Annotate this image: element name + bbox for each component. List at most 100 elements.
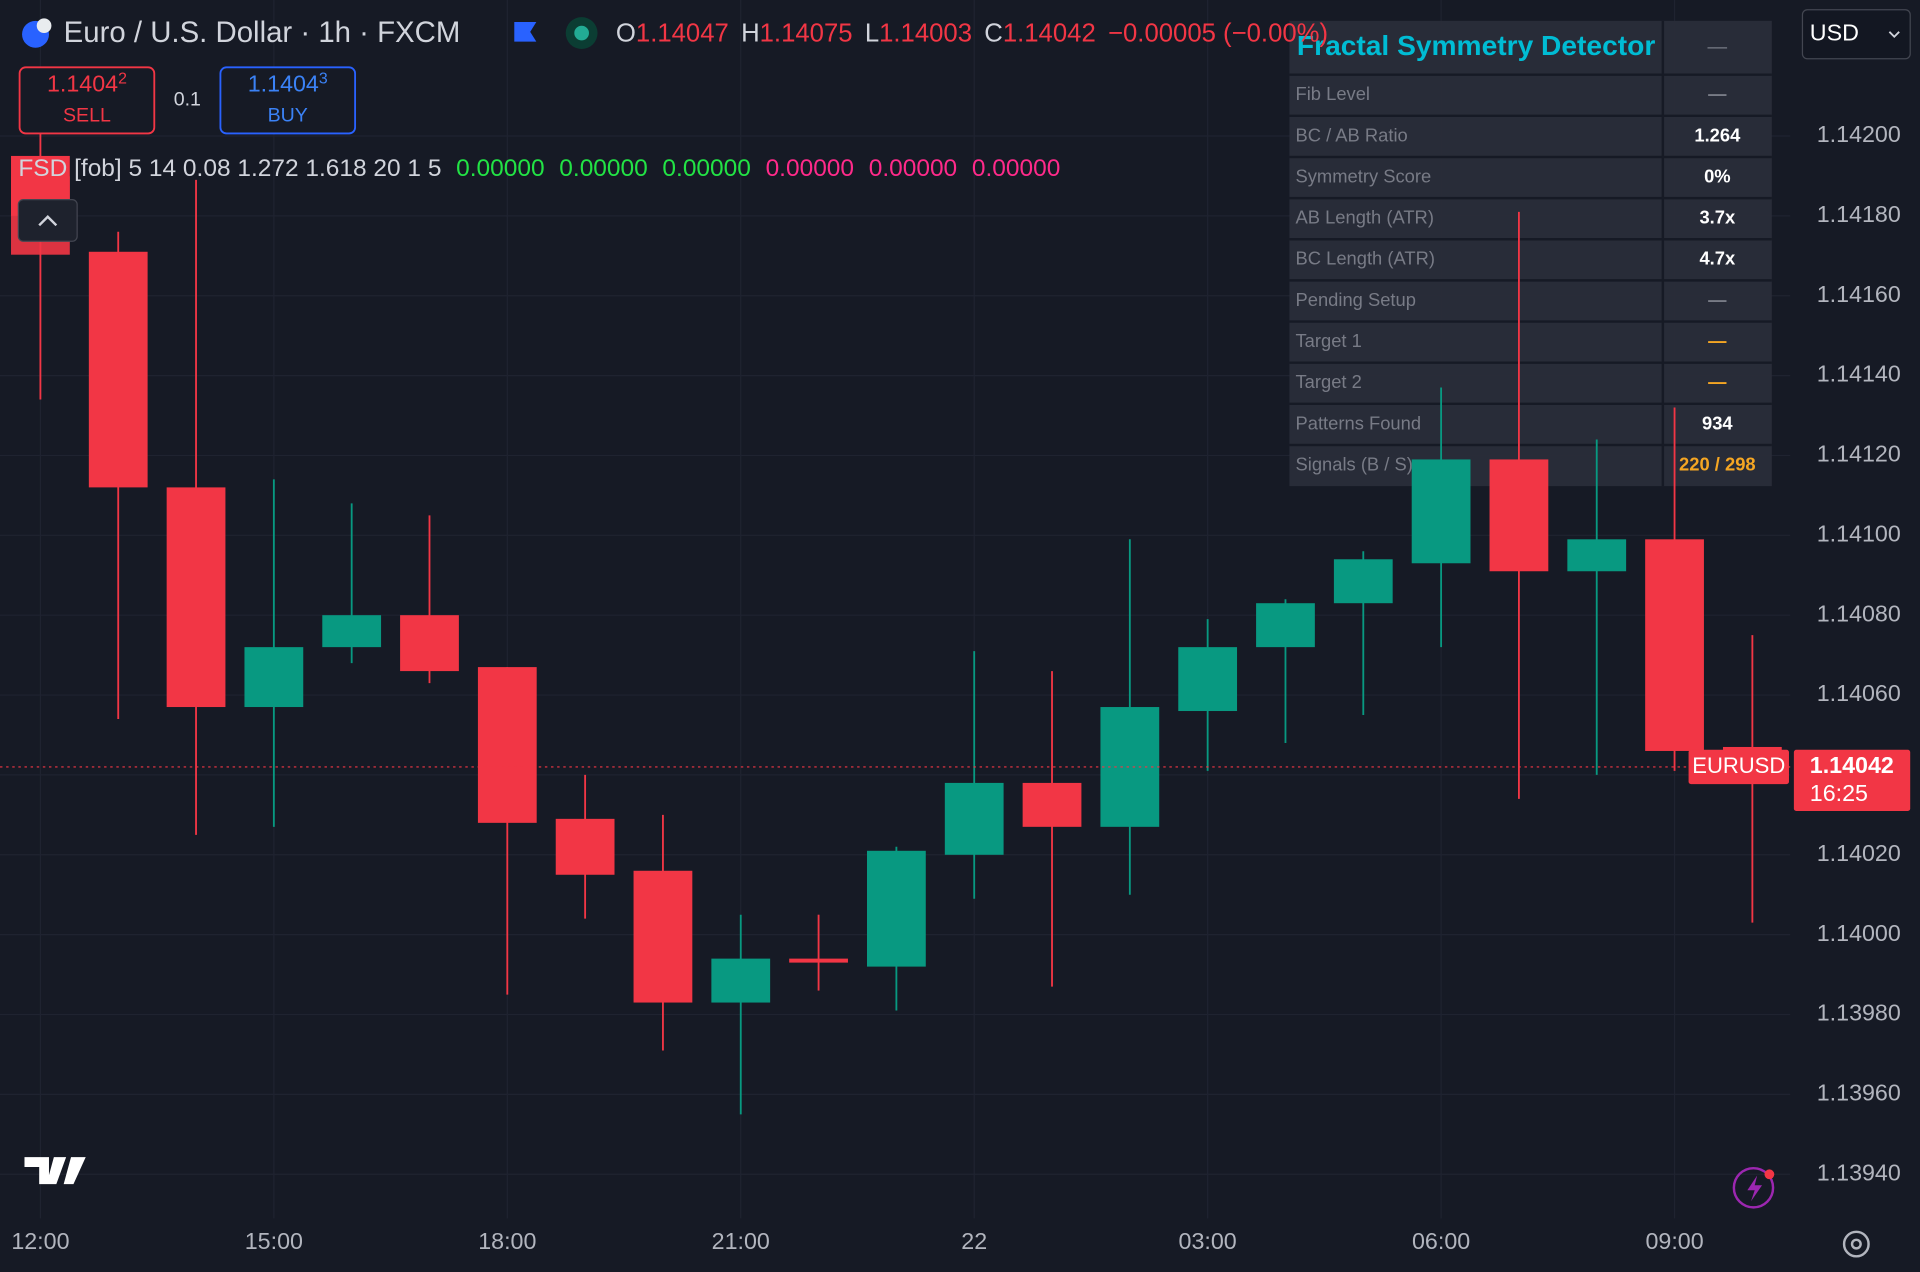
panel-row-value: 3.7x — [1699, 207, 1736, 228]
info-panel: Fractal Symmetry Detector — Fib Level — BC /… — [1289, 20, 1772, 487]
y-tick-label: 1.13960 — [1817, 1080, 1901, 1106]
panel-row-value: 1.264 — [1694, 124, 1741, 145]
indicator-value: 0.00000 — [662, 156, 750, 183]
y-tick-label: 1.14080 — [1817, 600, 1901, 626]
x-tick-label: 21:00 — [712, 1228, 770, 1254]
x-tick-label: 03:00 — [1179, 1228, 1237, 1254]
buy-price[interactable]: 1.14043 — [248, 71, 328, 97]
indicator-label[interactable]: FSD [fob] 5 14 0.08 1.272 1.618 20 1 5 — [18, 156, 441, 183]
x-tick-label: 15:00 — [245, 1228, 303, 1254]
candle-body — [633, 870, 693, 1003]
indicator-value: 0.00000 — [456, 156, 544, 183]
x-tick-label: 12:00 — [11, 1228, 69, 1254]
panel-row-label: Signals (B / S) — [1296, 453, 1413, 474]
candle-body — [1645, 539, 1704, 751]
candle-body — [322, 615, 382, 648]
panel-title-value: — — [1708, 36, 1728, 58]
candle-body — [244, 647, 304, 708]
panel-row-value: 934 — [1702, 412, 1733, 433]
alert-icon[interactable] — [1732, 1166, 1775, 1209]
buy-price-pip: 3 — [319, 71, 328, 88]
buy-label[interactable]: BUY — [268, 104, 308, 126]
ohlc-values: O1.14047 H1.14075 L1.14003 C1.14042 −0.00005… — [616, 19, 1328, 47]
y-tick-label: 1.13940 — [1817, 1159, 1901, 1185]
symbol-flag-us — [36, 18, 52, 34]
y-tick-label: 1.13980 — [1817, 1000, 1901, 1026]
ohlc-key: O — [616, 19, 636, 47]
x-tick-label: 09:00 — [1645, 1228, 1703, 1254]
order-size[interactable]: 0.1 — [174, 89, 201, 111]
overlay: Euro / U.S. Dollar · 1h · FXCM O1.14047 H… — [11, 9, 1911, 1258]
panel-row-value: — — [1708, 83, 1727, 104]
panel-row-label: Fib Level — [1296, 83, 1371, 104]
sell-price-main: 1.1404 — [47, 71, 118, 97]
x-tick-label: 22 — [961, 1228, 987, 1254]
panel-row-value: — — [1708, 371, 1727, 392]
candle-body — [1567, 539, 1627, 572]
y-tick-label: 1.14180 — [1817, 201, 1901, 227]
panel-row-label: BC Length (ATR) — [1296, 248, 1435, 269]
panel-row-label: Patterns Found — [1296, 412, 1422, 433]
symbol-tag — [1688, 749, 1789, 785]
panel-row-label: Symmetry Score — [1296, 165, 1432, 186]
panel-title: Fractal Symmetry Detector — [1297, 30, 1655, 61]
currency-caret — [1888, 31, 1900, 39]
collapse-button[interactable] — [17, 198, 78, 242]
ohlc-value: 1.14003 — [879, 19, 972, 47]
y-tick-label: 1.14160 — [1817, 281, 1901, 307]
settings-icon[interactable] — [1842, 1230, 1870, 1258]
panel-row-label: Target 2 — [1296, 371, 1362, 392]
panel-row-value: 220 / 298 — [1679, 453, 1756, 474]
panel-row-label: Pending Setup — [1296, 289, 1416, 310]
candle-body — [1333, 559, 1393, 604]
sell-price[interactable]: 1.14042 — [47, 71, 127, 97]
candle-body — [1256, 603, 1315, 648]
candle-body — [1489, 459, 1549, 572]
indicator-value: 0.00000 — [559, 156, 647, 183]
candle-body — [555, 818, 615, 875]
tradingview-logo[interactable] — [24, 1157, 86, 1185]
panel-row-label: Target 1 — [1296, 330, 1362, 351]
candle-body — [789, 958, 848, 963]
sell-button[interactable] — [18, 66, 156, 135]
candle-body — [867, 850, 926, 967]
candle-body — [1411, 459, 1471, 564]
symbol-tag-label: EURUSD — [1692, 753, 1785, 778]
flag-icon[interactable] — [514, 22, 537, 42]
symbol-title[interactable]: Euro / U.S. Dollar · 1h · FXCM — [64, 16, 461, 49]
x-tick-label: 18:00 — [478, 1228, 536, 1254]
alert-bolt — [1747, 1175, 1763, 1202]
candle-body — [1178, 647, 1238, 712]
y-tick-label: 1.14000 — [1817, 920, 1901, 946]
indicator-value: 0.00000 — [766, 156, 854, 183]
x-tick-label: 06:00 — [1412, 1228, 1470, 1254]
indicator-value: 0.00000 — [972, 156, 1060, 183]
ohlc-key: C — [984, 19, 1003, 47]
y-tick-label: 1.14200 — [1817, 121, 1901, 147]
buy-price-main: 1.1404 — [248, 71, 319, 97]
panel-row-label: AB Length (ATR) — [1296, 207, 1434, 228]
candle-body — [944, 782, 1004, 855]
market-status-dot — [574, 25, 589, 41]
panel-row-value: 4.7x — [1699, 248, 1736, 269]
y-tick-label: 1.14120 — [1817, 441, 1901, 467]
currency-select[interactable] — [1801, 9, 1911, 60]
y-tick-label: 1.14060 — [1817, 680, 1901, 706]
indicator-value: 0.00000 — [869, 156, 957, 183]
collapse-icon — [38, 215, 58, 227]
sell-label[interactable]: SELL — [63, 104, 111, 126]
ohlc-key: H — [741, 19, 760, 47]
buy-button[interactable] — [219, 66, 357, 135]
panel-row-value: 0% — [1704, 165, 1731, 186]
candle-body — [477, 667, 537, 823]
y-tick-label: 1.14140 — [1817, 361, 1901, 387]
currency-label[interactable]: USD — [1810, 19, 1859, 45]
candle-body — [711, 958, 771, 1003]
panel-row-label: BC / AB Ratio — [1296, 124, 1408, 145]
price-tag-countdown: 16:25 — [1810, 780, 1868, 806]
sell-price-pip: 2 — [118, 71, 127, 88]
candle-body — [88, 251, 148, 488]
